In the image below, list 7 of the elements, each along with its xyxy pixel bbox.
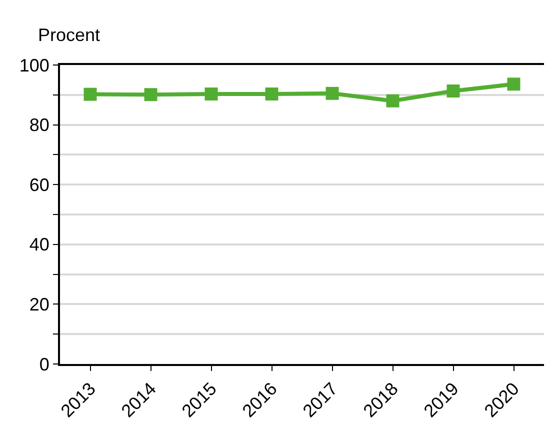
y-tick-label: 20 — [29, 294, 50, 314]
y-tick-label: 0 — [39, 354, 50, 374]
y-tick-label: 40 — [29, 234, 50, 255]
y-tick-label: 100 — [19, 55, 50, 76]
y-axis-title: Procent — [38, 25, 100, 45]
y-tick-label: 60 — [29, 174, 50, 195]
y-tick-label: 80 — [29, 115, 50, 136]
